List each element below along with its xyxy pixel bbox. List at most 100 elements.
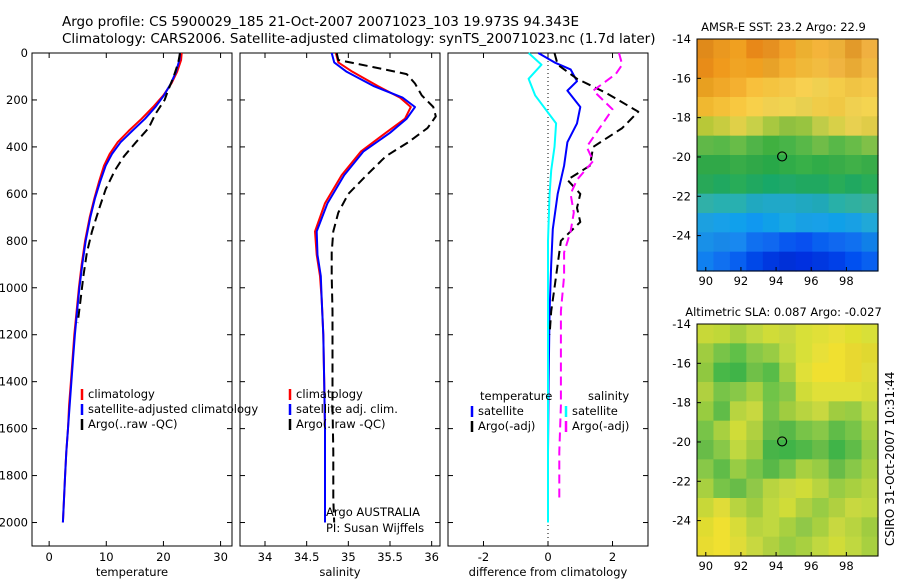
sla_map-cell <box>779 362 797 383</box>
sst_map-ytick-label: -14 <box>672 32 691 46</box>
sla_map-cell <box>713 362 731 383</box>
sla_map-cell <box>795 362 813 383</box>
sst_map-cell <box>729 251 747 272</box>
sst_map-cell <box>812 213 830 233</box>
sst_map-cell <box>713 77 731 98</box>
sla_map-cell <box>861 420 879 441</box>
sst_map-cell <box>795 135 813 156</box>
sla_map-cell <box>746 324 764 344</box>
sst_map-cell <box>762 58 780 79</box>
sst_map-cell <box>713 232 731 253</box>
temperature-series-climatology <box>61 52 183 523</box>
difference-xtick-label: -2 <box>478 550 489 564</box>
sla_map-cell <box>812 420 830 441</box>
sst_map-cell <box>812 174 830 195</box>
salinity-xlabel: salinity <box>319 565 360 579</box>
sst_map-cell <box>762 174 780 195</box>
sla_map-cell <box>779 401 797 422</box>
sst_map-cell <box>779 135 797 156</box>
depth-tick-label: 600 <box>6 187 28 201</box>
sst_map-cell <box>762 213 780 233</box>
sst_map-frame <box>696 38 879 272</box>
sst_map-xtick-label: 92 <box>734 274 749 288</box>
sla_map-cell <box>762 536 780 557</box>
sla_map-cell <box>828 420 846 441</box>
sla_map-cell <box>713 536 731 557</box>
sst_map-cell <box>762 193 780 214</box>
difference-xtick-label: 0 <box>544 550 551 564</box>
sst_map-cell <box>729 193 747 214</box>
depth-tick-label: 1400 <box>0 375 28 389</box>
sla_map-cell <box>713 517 731 538</box>
sst_map-cell <box>812 232 830 253</box>
sst_map-cell <box>795 77 813 98</box>
sst_map-cell <box>845 193 863 214</box>
sla_map-cell <box>697 324 715 344</box>
sst_map-cell <box>746 116 764 137</box>
sla_map-cell <box>828 478 846 499</box>
sst_map-cell <box>729 77 747 98</box>
sla_map-frame <box>696 323 879 557</box>
sla_map-cell <box>812 478 830 499</box>
sst_map-cell <box>828 116 846 137</box>
sst_map-cell <box>795 39 813 59</box>
sst_map-cell <box>779 116 797 137</box>
depth-tick-label: 2000 <box>0 516 28 530</box>
temperature-xtick-label: 30 <box>213 550 228 564</box>
sla_map-cell <box>762 362 780 383</box>
sst_map-cell <box>779 77 797 98</box>
sla-map-panel: Altimetric SLA: 0.087 Argo: -0.027 90 92 94… <box>672 305 882 573</box>
sla_map-cell <box>779 517 797 538</box>
sla_map-cell <box>861 362 879 383</box>
sst_map-cell <box>845 251 863 272</box>
sst_map-cell <box>762 232 780 253</box>
sla_map-cell <box>746 498 764 518</box>
sla_map-xtick-label: 96 <box>804 559 819 573</box>
sst_map-cell <box>861 193 879 214</box>
sst_map-cell <box>729 58 747 79</box>
sst_map-cell <box>762 155 780 175</box>
sst_map-cell <box>845 77 863 98</box>
sst_map-cell <box>828 77 846 98</box>
sla_map-cell <box>845 517 863 538</box>
sla_map-cell <box>845 324 863 344</box>
sla_map-cell <box>713 498 731 518</box>
sst_map-cell <box>746 213 764 233</box>
sla_map-cell <box>713 478 731 499</box>
sst_map-cell <box>746 251 764 272</box>
sla_map-cell <box>861 459 879 480</box>
sla_map-cell <box>828 382 846 402</box>
sst_map-cell <box>795 232 813 253</box>
sla_map-cell <box>795 536 813 557</box>
sla_map-cell <box>779 382 797 402</box>
sst_map-cell <box>828 135 846 156</box>
sla_map-cell <box>795 420 813 441</box>
sst_map-cell <box>713 213 731 233</box>
sla_map-cell <box>861 324 879 344</box>
depth-tick-label: 400 <box>6 140 28 154</box>
sla_map-cell <box>828 440 846 460</box>
sst_map-cell <box>795 97 813 117</box>
sst_map-cell <box>729 135 747 156</box>
pi-credit: PI: Susan Wijffels <box>326 521 424 535</box>
sla_map-xtick-label: 90 <box>698 559 713 573</box>
temperature-series-satellite-adjusted-climatology <box>61 52 181 523</box>
salinity-xtick-label: 35.5 <box>377 550 403 564</box>
sla_map-xtick-label: 94 <box>769 559 784 573</box>
temperature-legend-label: Argo(..raw -QC) <box>88 417 178 431</box>
sst_map-xtick-label: 98 <box>839 274 854 288</box>
difference-legend-title: salinity <box>588 389 629 403</box>
sla_map-cell <box>762 459 780 480</box>
sla_map-ytick-label: -18 <box>672 396 691 410</box>
sst_map-cell <box>845 213 863 233</box>
salinity-frame <box>239 52 441 547</box>
sst_map-cell <box>697 155 715 175</box>
sst_map-cell <box>845 135 863 156</box>
sla_map-cell <box>762 420 780 441</box>
sst_map-cell <box>828 97 846 117</box>
salinity-xtick-label: 35 <box>341 550 356 564</box>
depth-tick-label: 1800 <box>0 469 28 483</box>
salinity-panel: 34 34.5 35 35.5 36 salinity climatologysatelli… <box>239 52 441 579</box>
temperature-legend-label: climatology <box>88 387 155 401</box>
